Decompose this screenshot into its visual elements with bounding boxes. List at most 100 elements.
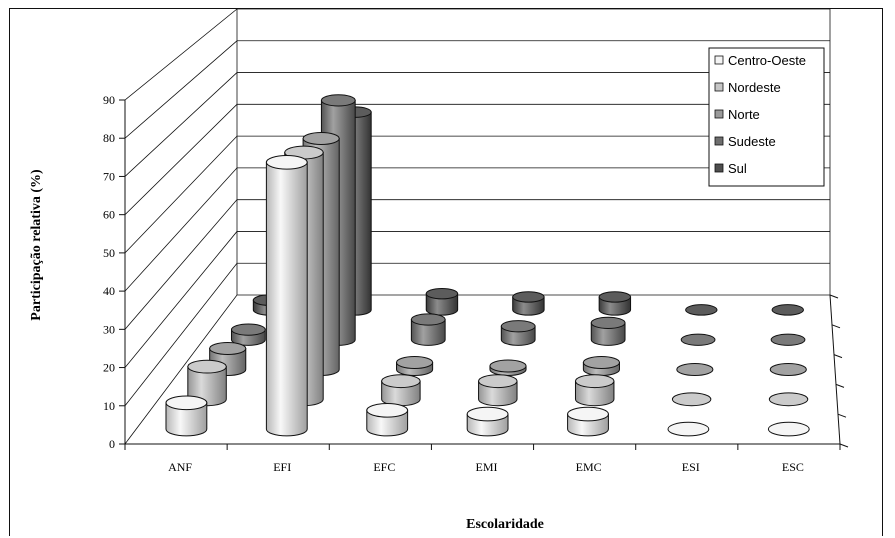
cylinder-EMI-Norte [489, 359, 527, 376]
legend-label: Sudeste [728, 134, 776, 149]
x-category-label: ESI [682, 460, 700, 474]
cylinder-ESI-Norte [676, 362, 714, 377]
cylinder-top [771, 304, 804, 316]
cylinder-EMC-Sul [598, 291, 632, 316]
cylinder-top [425, 287, 459, 300]
depth-tick [839, 443, 849, 448]
x-category-label: EMC [576, 460, 602, 474]
cylinder-EMI-Sudeste [500, 320, 536, 346]
x-category-label: EMI [476, 460, 498, 474]
cylinder-EFC-Centro-Oeste [366, 403, 409, 437]
x-category-label: EFI [273, 460, 291, 474]
cylinder-top [567, 406, 609, 422]
chart-walls [124, 8, 849, 450]
cylinder-EMI-Nordeste [478, 374, 518, 407]
cylinder-ESC-Sudeste [770, 333, 806, 346]
y-tick-label: 50 [103, 246, 115, 260]
cylinder-top [590, 316, 626, 329]
cylinder-EFC-Sudeste [410, 313, 446, 346]
cylinder-top [320, 94, 356, 107]
cylinder-top [478, 374, 518, 389]
cylinder-EMI-Centro-Oeste [466, 406, 509, 437]
cylinder-ESC-Norte [769, 362, 807, 377]
cylinder-body [590, 322, 626, 346]
cylinder-body [410, 318, 446, 346]
legend: Centro-Oeste Nordeste Norte Sudeste Sul [708, 47, 825, 187]
cylinder-EMC-Nordeste [574, 374, 615, 407]
cylinder-ANF-Centro-Oeste [165, 395, 208, 437]
legend-label: Sul [728, 161, 747, 176]
cylinder-EMC-Centro-Oeste [567, 406, 609, 437]
cylinder-body [165, 402, 208, 437]
chart-frame [9, 8, 883, 536]
cylinder-top [770, 333, 806, 346]
cylinder-body [425, 293, 459, 316]
cylinder-top [187, 359, 227, 374]
legend-label: Norte [728, 107, 760, 122]
y-tick-label: 30 [103, 322, 115, 336]
cylinder-top [574, 374, 615, 389]
x-category-label: ESC [782, 460, 804, 474]
cylinder-top [582, 355, 620, 370]
cylinder-ESI-Sudeste [680, 333, 716, 346]
legend-label: Nordeste [728, 80, 781, 95]
cylinder-ESI-Centro-Oeste [667, 421, 710, 437]
cylinder-top [165, 395, 208, 411]
cylinder-top [489, 359, 527, 373]
cylinder-top [667, 421, 710, 437]
cylinder-ESI-Sul [685, 304, 718, 316]
y-axis-ticks: 0 10 20 30 40 50 60 70 80 90 [103, 93, 125, 451]
cylinder-top [598, 291, 632, 303]
floor-right-edge [829, 294, 841, 445]
y-tick-label: 70 [103, 169, 115, 183]
x-category-label: ANF [168, 460, 192, 474]
cylinder-top [396, 355, 434, 370]
y-tick-label: 90 [103, 93, 115, 107]
cylinder-EFC-Norte [396, 355, 434, 376]
cylinder-top [769, 362, 807, 377]
gridline [124, 262, 830, 407]
cylinder-top [676, 362, 714, 377]
cylinder-ANF-Sudeste [230, 323, 266, 346]
cylinder-ESC-Nordeste [768, 392, 809, 407]
cylinder-top [685, 304, 718, 316]
cylinder-top [767, 421, 810, 437]
cylinder-top [265, 154, 308, 170]
cylinder-EMC-Sudeste [590, 316, 626, 346]
cylinder-top [381, 374, 421, 389]
x-axis-categories: ANF EFI EFC EMI EMC ESI ESC [168, 460, 804, 474]
cylinder-top [680, 333, 716, 346]
cylinder-top [230, 323, 266, 336]
cylinder-body [478, 380, 518, 407]
y-tick-label: 10 [103, 399, 115, 413]
cylinder-top [410, 313, 446, 326]
y-tick-label: 40 [103, 284, 115, 298]
depth-tick [829, 294, 839, 299]
y-tick-label: 80 [103, 131, 115, 145]
legend-swatch [714, 82, 724, 92]
cylinder-EMC-Norte [582, 355, 620, 376]
cylinder-top [671, 392, 712, 407]
legend-swatch [714, 163, 724, 173]
cylinder-ESC-Centro-Oeste [767, 421, 810, 437]
cylinder-EFC-Sul [425, 287, 459, 316]
cylinder-top [500, 320, 536, 333]
legend-swatch [714, 136, 724, 146]
cylinder-top [512, 291, 545, 303]
gridline [124, 199, 830, 330]
cylinder-ANF-Nordeste [187, 359, 227, 407]
cylinder-top [466, 406, 509, 422]
depth-tick [837, 413, 847, 418]
cylinder-top [366, 403, 409, 418]
legend-swatch [714, 109, 724, 119]
legend-swatch [714, 55, 724, 65]
cylinder-ESC-Sul [771, 304, 804, 316]
cylinder-top [302, 131, 340, 146]
legend-label: Centro-Oeste [728, 53, 806, 68]
cylinder-top [209, 341, 247, 356]
y-tick-label: 0 [109, 437, 115, 451]
cylinder-body [574, 380, 615, 407]
cylinder-EFI-Centro-Oeste [265, 154, 308, 437]
y-tick-label: 60 [103, 208, 115, 222]
